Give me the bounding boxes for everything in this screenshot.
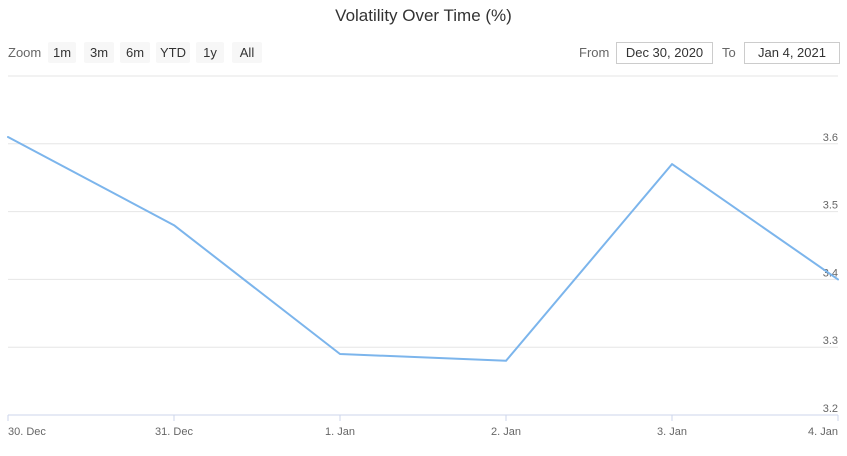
zoom-3m-button[interactable]: 3m — [84, 42, 114, 63]
x-tick-label: 30. Dec — [8, 426, 46, 438]
y-tick-label: 3.2 — [823, 403, 838, 415]
zoom-label: Zoom — [8, 45, 42, 60]
x-tick-label: 4. Jan — [808, 426, 838, 438]
data-point[interactable] — [338, 352, 342, 356]
series — [6, 135, 840, 363]
y-tick-label: 3.6 — [823, 132, 838, 144]
zoom-1y-button[interactable]: 1y — [196, 42, 224, 63]
data-point[interactable] — [172, 223, 176, 227]
zoom-1m-button[interactable]: 1m — [48, 42, 76, 63]
y-tick-label: 3.3 — [823, 335, 838, 347]
data-point[interactable] — [836, 277, 840, 281]
to-label: To — [722, 45, 736, 60]
zoom-6m-button[interactable]: 6m — [120, 42, 150, 63]
from-date-input[interactable]: Dec 30, 2020 — [616, 42, 713, 64]
x-tick-label: 3. Jan — [657, 426, 687, 438]
to-date-input[interactable]: Jan 4, 2021 — [744, 42, 840, 64]
data-point[interactable] — [504, 359, 508, 363]
x-tick-label: 2. Jan — [491, 426, 521, 438]
x-tick-label: 1. Jan — [325, 426, 355, 438]
gridlines — [8, 143, 838, 348]
chart-title: Volatility Over Time (%) — [335, 6, 512, 25]
data-point[interactable] — [670, 162, 674, 166]
from-label: From — [579, 45, 610, 60]
x-tick-label: 31. Dec — [155, 426, 193, 438]
y-tick-label: 3.5 — [823, 200, 838, 212]
data-point[interactable] — [6, 135, 10, 139]
series-line — [7, 136, 839, 362]
x-axis: 30. Dec 31. Dec 1. Jan 2. Jan 3. Jan 4. Jan — [7, 414, 839, 438]
zoom-all-button[interactable]: All — [232, 42, 262, 63]
zoom-ytd-button[interactable]: YTD — [156, 42, 190, 63]
